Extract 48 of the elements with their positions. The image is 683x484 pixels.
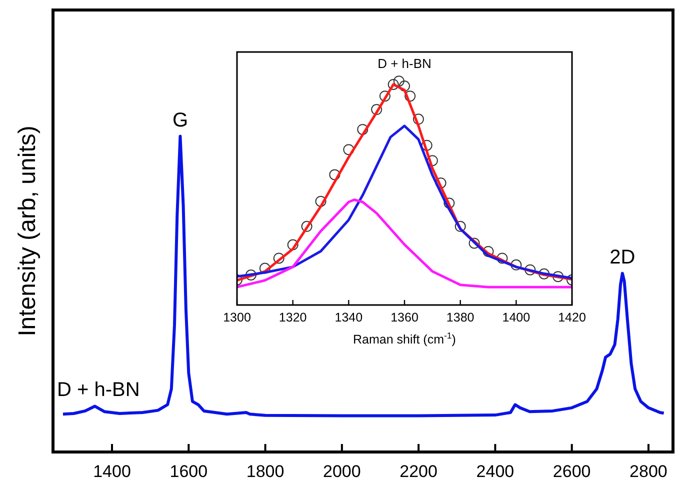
x-tick-label: 1400 — [93, 462, 131, 481]
point — [426, 155, 438, 166]
x-axis-title: Raman shift (cm$^{-1}$) — [353, 330, 456, 346]
point — [301, 220, 312, 232]
annotation: D + h-BN — [57, 379, 140, 402]
point — [538, 268, 550, 280]
point — [524, 264, 536, 276]
x-tick-label: 1360 — [390, 310, 418, 324]
point — [404, 90, 416, 102]
point — [421, 140, 432, 151]
point — [343, 144, 354, 156]
x-tick-label: 1340 — [334, 310, 363, 324]
point — [399, 80, 410, 92]
x-tick-label: 1320 — [278, 310, 307, 324]
point — [371, 104, 382, 116]
point — [393, 76, 404, 87]
point — [315, 196, 326, 207]
x-tick-label: 2600 — [552, 462, 591, 481]
point — [412, 114, 424, 125]
point — [357, 124, 368, 135]
point — [388, 78, 399, 90]
point — [287, 239, 298, 250]
point — [510, 259, 522, 270]
point — [329, 169, 340, 180]
x-tick-label: 2400 — [476, 462, 514, 481]
x-tick-label: 2800 — [630, 462, 668, 481]
annotation: 2D — [610, 246, 636, 268]
x-tick-label: 1800 — [246, 462, 284, 481]
x-tick-label: 1300 — [223, 310, 251, 324]
point — [496, 252, 508, 264]
y-axis-title: Intensity (arb, units) — [14, 126, 41, 336]
annotation: G — [172, 109, 188, 132]
chart-title: D + h-BN — [378, 56, 432, 71]
point — [245, 270, 256, 280]
point — [444, 198, 455, 209]
x-tick-label: 1380 — [446, 310, 474, 324]
point — [379, 90, 390, 102]
point — [259, 262, 270, 274]
point — [273, 252, 284, 264]
point — [454, 220, 466, 232]
x-tick-label: 1420 — [558, 310, 586, 324]
x-tick-label: 1400 — [502, 310, 530, 324]
point — [468, 238, 480, 249]
x-tick-label: 2200 — [400, 462, 438, 481]
point — [482, 246, 494, 257]
point — [552, 271, 564, 282]
x-tick-label: 1600 — [170, 462, 208, 481]
x-tick-label: 2000 — [323, 462, 361, 481]
